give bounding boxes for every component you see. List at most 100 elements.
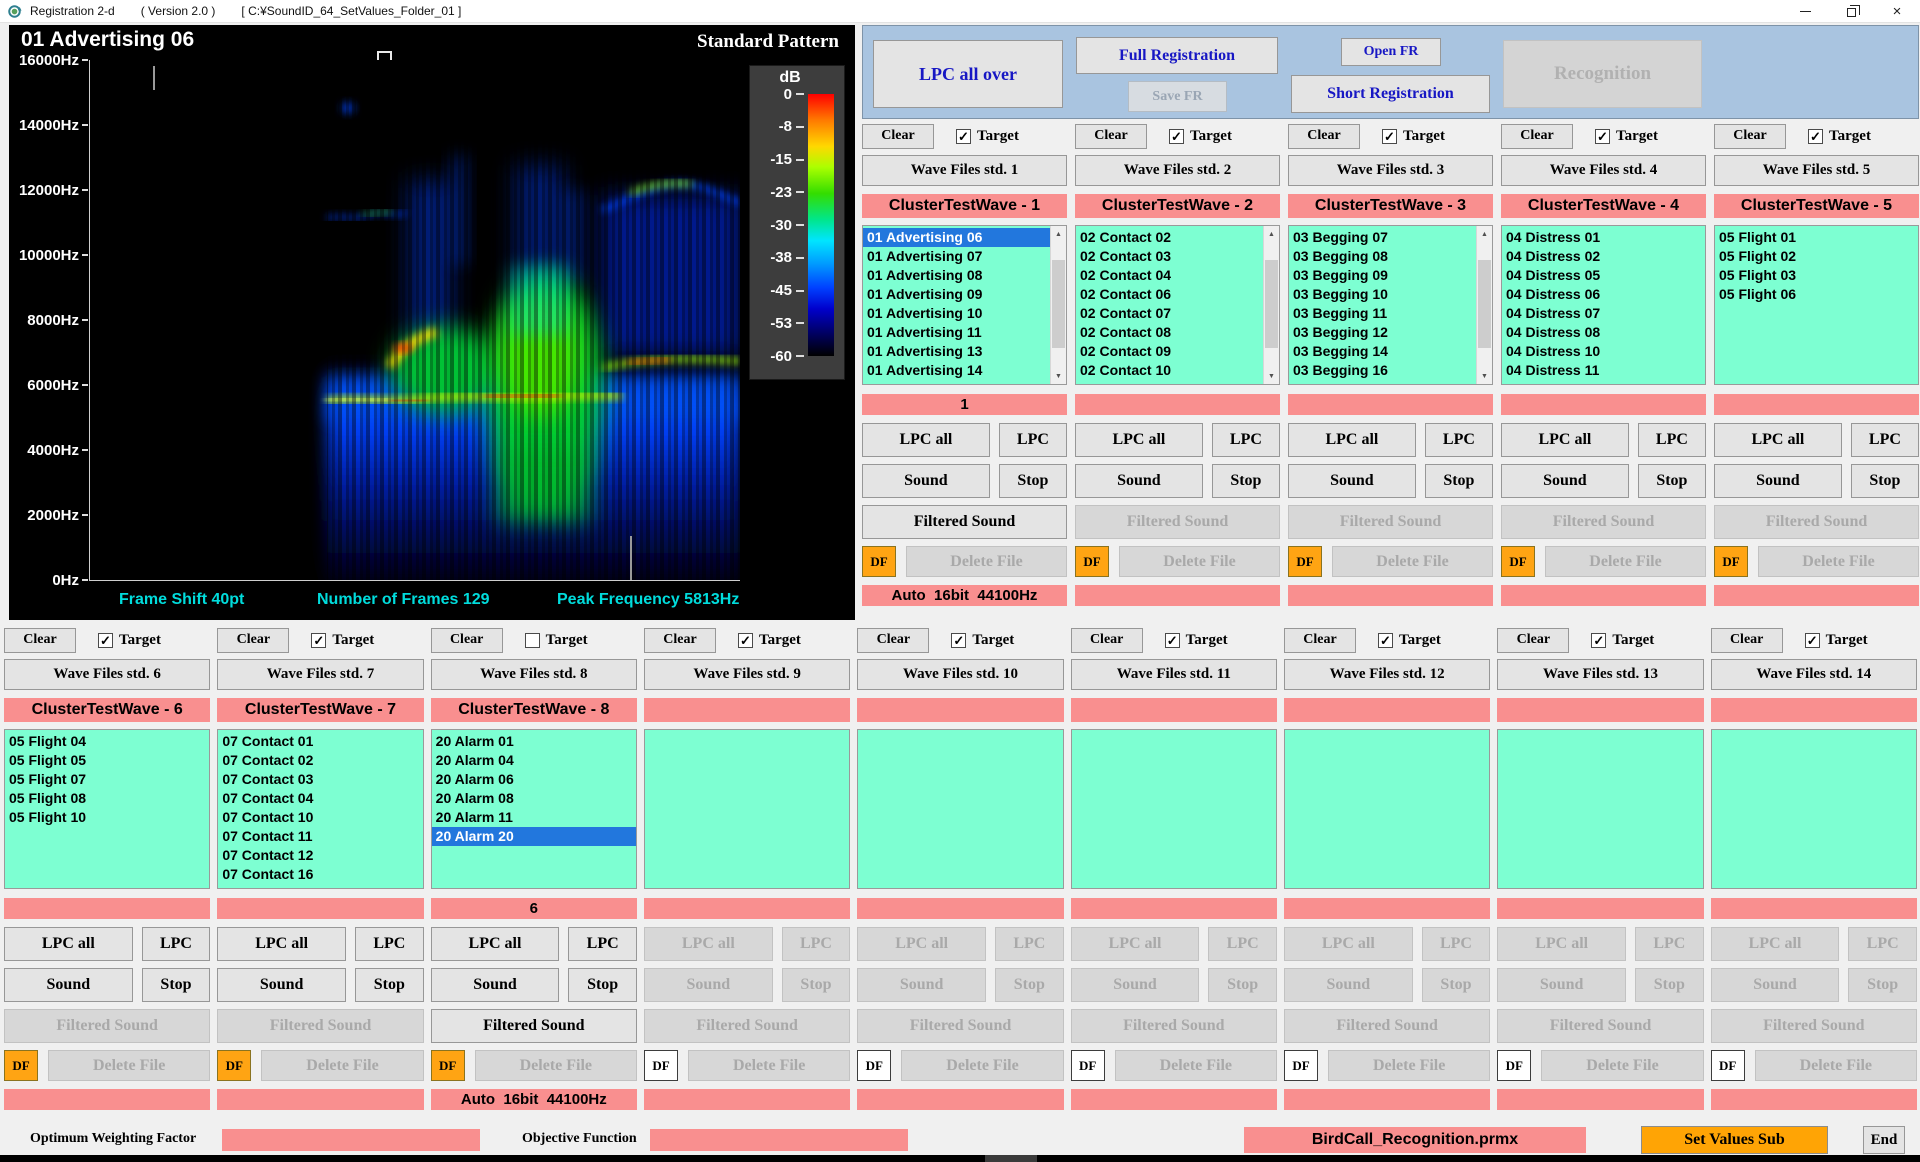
list-item[interactable]: 20 Alarm 04 <box>435 752 514 768</box>
sound-button[interactable]: Sound <box>1501 464 1629 498</box>
target-checkbox[interactable]: ✓ <box>98 632 113 648</box>
df-button[interactable]: DF <box>1075 546 1109 577</box>
open-fr-button[interactable]: Open FR <box>1341 38 1441 66</box>
list-item[interactable]: 03 Begging 07 <box>1293 229 1388 245</box>
list-item[interactable]: 02 Contact 09 <box>1080 343 1172 359</box>
sound-button[interactable]: Sound <box>430 968 560 1002</box>
df-button[interactable]: DF <box>643 1050 678 1081</box>
target-checkbox[interactable]: ✓ <box>737 632 753 648</box>
target-checkbox[interactable]: ✓ <box>311 632 327 648</box>
wave-files-button[interactable]: Wave Files std. 7 <box>217 659 424 690</box>
scroll-thumb[interactable] <box>1265 260 1278 348</box>
stop-button[interactable]: Stop <box>1424 464 1493 498</box>
list-item[interactable]: 03 Begging 16 <box>1293 362 1388 378</box>
list-item[interactable]: 02 Contact 07 <box>1080 305 1172 321</box>
scroll-down-icon[interactable]: ▼ <box>1481 372 1488 380</box>
clear-button[interactable]: Clear <box>643 627 716 653</box>
scroll-thumb[interactable] <box>1478 260 1491 348</box>
target-checkbox[interactable]: ✓ <box>951 632 967 648</box>
lpc-button[interactable]: LPC <box>568 927 637 961</box>
stop-button[interactable]: Stop <box>998 464 1067 498</box>
lpc-all-button[interactable]: LPC all <box>430 927 560 961</box>
lpc-all-over-button[interactable]: LPC all over <box>873 40 1063 108</box>
filtered-sound-button[interactable]: Filtered Sound <box>430 1009 637 1043</box>
wave-file-list[interactable] <box>1497 729 1704 889</box>
scrollbar[interactable]: ▲ ▼ <box>1050 226 1066 384</box>
list-item[interactable]: 05 Flight 08 <box>9 790 87 806</box>
df-button[interactable]: DF <box>1497 1050 1532 1081</box>
scrollbar[interactable]: ▲ ▼ <box>1476 226 1492 384</box>
list-item[interactable]: 02 Contact 10 <box>1080 362 1172 378</box>
wave-files-button[interactable]: Wave Files std. 14 <box>1710 659 1917 690</box>
wave-files-button[interactable]: Wave Files std. 13 <box>1497 659 1704 690</box>
sound-button[interactable]: Sound <box>1288 464 1416 498</box>
list-item[interactable]: 05 Flight 07 <box>9 771 87 787</box>
sound-button[interactable]: Sound <box>4 968 133 1002</box>
wave-files-button[interactable]: Wave Files std. 8 <box>430 659 637 690</box>
clear-button[interactable]: Clear <box>1714 123 1786 149</box>
lpc-button[interactable]: LPC <box>1211 423 1280 457</box>
list-item[interactable]: 04 Distress 05 <box>1506 267 1601 283</box>
wave-files-button[interactable]: Wave Files std. 1 <box>862 155 1067 186</box>
clear-button[interactable]: Clear <box>4 627 76 653</box>
df-button[interactable]: DF <box>1283 1050 1318 1081</box>
list-item[interactable]: 04 Distress 07 <box>1506 305 1601 321</box>
wave-file-list[interactable]: 04 Distress 01 04 Distress 02 04 Distress … <box>1501 225 1706 385</box>
wave-file-list[interactable]: 05 Flight 01 05 Flight 02 05 Flight 03 05 F… <box>1714 225 1919 385</box>
clear-button[interactable]: Clear <box>862 123 934 149</box>
list-item[interactable]: 01 Advertising 11 <box>867 324 982 340</box>
clear-button[interactable]: Clear <box>430 627 503 653</box>
filtered-sound-button[interactable]: Filtered Sound <box>862 505 1067 539</box>
close-button[interactable]: × <box>1874 0 1920 23</box>
df-button[interactable]: DF <box>1710 1050 1745 1081</box>
clear-button[interactable]: Clear <box>1501 123 1573 149</box>
wave-file-list[interactable] <box>1710 729 1917 889</box>
stop-button[interactable]: Stop <box>568 968 637 1002</box>
stop-button[interactable]: Stop <box>1211 464 1280 498</box>
clear-button[interactable]: Clear <box>1283 627 1356 653</box>
wave-file-list[interactable]: 07 Contact 01 07 Contact 02 07 Contact 03 0… <box>217 729 424 889</box>
scroll-thumb[interactable] <box>1052 260 1065 348</box>
list-item[interactable]: 07 Contact 02 <box>222 752 314 768</box>
list-item[interactable]: 01 Advertising 14 <box>867 362 983 378</box>
list-item[interactable]: 07 Contact 11 <box>222 828 313 844</box>
sound-button[interactable]: Sound <box>1075 464 1203 498</box>
scroll-up-icon[interactable]: ▲ <box>1268 230 1275 238</box>
wave-file-list[interactable]: 05 Flight 04 05 Flight 05 05 Flight 07 05 F… <box>4 729 211 889</box>
list-item[interactable]: 01 Advertising 07 <box>867 248 983 264</box>
list-item[interactable]: 04 Distress 02 <box>1506 248 1601 264</box>
lpc-all-button[interactable]: LPC all <box>862 423 990 457</box>
stop-button[interactable]: Stop <box>1850 464 1919 498</box>
list-item[interactable]: 20 Alarm 11 <box>435 809 513 825</box>
stop-button[interactable]: Stop <box>354 968 424 1002</box>
list-item[interactable]: 05 Flight 06 <box>1719 286 1797 302</box>
list-item[interactable]: 05 Flight 05 <box>9 752 87 768</box>
sound-button[interactable]: Sound <box>862 464 990 498</box>
lpc-all-button[interactable]: LPC all <box>217 927 346 961</box>
scroll-down-icon[interactable]: ▼ <box>1268 372 1275 380</box>
scroll-up-icon[interactable]: ▲ <box>1055 230 1062 238</box>
wave-files-button[interactable]: Wave Files std. 9 <box>643 659 851 690</box>
wave-files-button[interactable]: Wave Files std. 12 <box>1283 659 1491 690</box>
list-item[interactable]: 03 Begging 14 <box>1293 343 1388 359</box>
df-button[interactable]: DF <box>862 546 896 577</box>
clear-button[interactable]: Clear <box>1075 123 1147 149</box>
target-checkbox[interactable]: ✓ <box>1377 632 1393 648</box>
clear-button[interactable]: Clear <box>1710 627 1783 653</box>
list-item[interactable]: 07 Contact 03 <box>222 771 314 787</box>
list-item[interactable]: 02 Contact 04 <box>1080 267 1172 283</box>
list-item[interactable]: 04 Distress 01 <box>1506 229 1601 245</box>
list-item[interactable]: 03 Begging 12 <box>1293 324 1388 340</box>
df-button[interactable]: DF <box>217 1050 252 1081</box>
full-registration-button[interactable]: Full Registration <box>1076 37 1278 74</box>
list-item[interactable]: 07 Contact 16 <box>222 866 314 882</box>
list-item[interactable]: 02 Contact 08 <box>1080 324 1172 340</box>
wave-files-button[interactable]: Wave Files std. 11 <box>1070 659 1277 690</box>
wave-file-list[interactable] <box>1070 729 1277 889</box>
target-checkbox[interactable]: ✓ <box>1804 632 1820 648</box>
lpc-all-button[interactable]: LPC all <box>1288 423 1416 457</box>
target-checkbox[interactable]: ✓ <box>1595 128 1610 144</box>
df-button[interactable]: DF <box>1288 546 1322 577</box>
target-checkbox[interactable]: ✓ <box>1169 128 1184 144</box>
target-checkbox[interactable]: ✓ <box>1591 632 1607 648</box>
